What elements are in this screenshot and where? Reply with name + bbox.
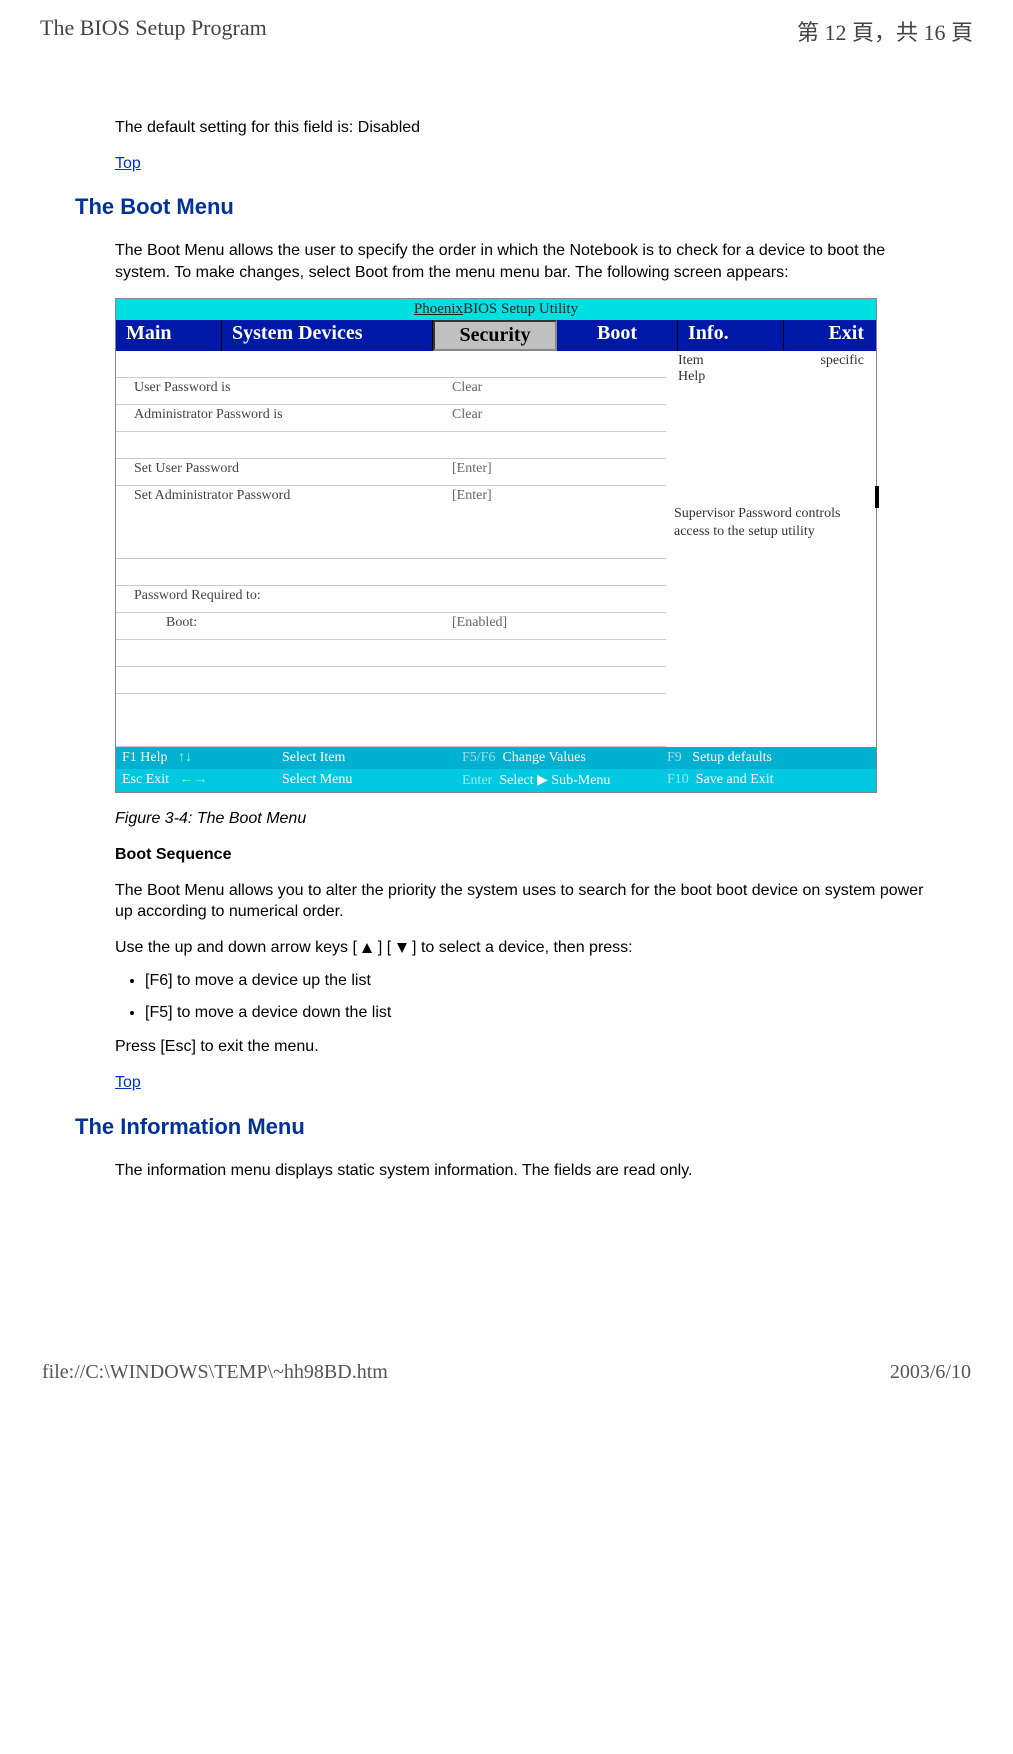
- list-item-f6: [F6] to move a device up the list: [145, 972, 933, 990]
- list-item-f5: [F5] to move a device down the list: [145, 1004, 933, 1022]
- bios-enter: Enter: [462, 773, 492, 788]
- boot-menu-desc: The Boot Menu allows the user to specify…: [115, 240, 933, 283]
- arrow-instruction: Use the up and down arrow keys [ ] [ ] t…: [115, 937, 933, 959]
- info-menu-heading: The Information Menu: [75, 1114, 933, 1140]
- bios-title-phoenix: Phoenix: [414, 301, 463, 317]
- boot-sequence-label: Boot Sequence: [115, 844, 933, 866]
- bios-tab-security: Security: [433, 320, 557, 351]
- bios-val-clear-2: Clear: [446, 405, 666, 432]
- bios-f10: F10: [667, 772, 689, 787]
- arrow-up-icon: [361, 942, 373, 954]
- bios-select-item: Select Item: [282, 750, 462, 766]
- bios-esc-exit: Esc Exit: [122, 772, 169, 787]
- figure-caption: Figure 3-4: The Boot Menu: [115, 808, 933, 830]
- bios-help-item: Item: [678, 353, 705, 369]
- bios-help-supervisor: Supervisor Password controls access to t…: [674, 505, 868, 540]
- esc-instruction: Press [Esc] to exit the menu.: [115, 1036, 933, 1058]
- arrow-instruction-pre: Use the up and down arrow keys [: [115, 939, 361, 956]
- page-footer-left: file://C:\WINDOWS\TEMP\~hh98BD.htm: [42, 1361, 388, 1384]
- bios-help-specific: specific: [820, 353, 864, 385]
- bios-val-enabled: [Enabled]: [446, 613, 666, 640]
- default-setting-text: The default setting for this field is: D…: [115, 117, 933, 139]
- bios-title: PhoenixBIOS Setup Utility: [116, 299, 876, 320]
- bios-row-set-user-pw: Set User Password: [116, 459, 446, 486]
- bios-f1-help: F1 Help: [122, 750, 168, 765]
- bios-change-values: Change Values: [502, 750, 585, 765]
- bios-tab-exit: Exit: [784, 320, 876, 351]
- bios-val-enter-2: [Enter]: [446, 486, 666, 559]
- bios-select-sub: Select ▶ Sub-Menu: [499, 773, 610, 788]
- arrow-instruction-post: ] to select a device, then press:: [412, 939, 633, 956]
- bios-menubar: Main System Devices Security Boot Info. …: [116, 320, 876, 351]
- arrow-down-icon: [396, 942, 408, 954]
- top-link-2[interactable]: Top: [115, 1074, 141, 1091]
- bios-tab-info: Info.: [678, 320, 784, 351]
- bios-help-help: Help: [678, 369, 705, 385]
- arrow-instruction-mid: ] [: [378, 939, 396, 956]
- bios-tab-system-devices: System Devices: [222, 320, 433, 351]
- boot-sequence-desc: The Boot Menu allows you to alter the pr…: [115, 880, 933, 923]
- bios-row-admin-pw: Administrator Password is: [116, 405, 446, 432]
- bios-screenshot: PhoenixBIOS Setup Utility Main System De…: [115, 298, 877, 793]
- bios-tab-boot: Boot: [557, 320, 678, 351]
- bios-title-bios: BIOS: [463, 301, 497, 317]
- bios-tab-main: Main: [116, 320, 222, 351]
- page-footer-right: 2003/6/10: [890, 1361, 971, 1384]
- scroll-indicator: [875, 486, 879, 508]
- bios-select-menu: Select Menu: [282, 772, 462, 789]
- bios-val-enter-1: [Enter]: [446, 459, 666, 486]
- bios-footer-1: F1 Help ↑↓ Select Item F5/F6 Change Valu…: [116, 747, 876, 769]
- bios-f5f6: F5/F6: [462, 750, 495, 765]
- bios-row-set-admin-pw: Set Administrator Password: [116, 486, 446, 559]
- top-link-1[interactable]: Top: [115, 155, 141, 172]
- boot-menu-heading: The Boot Menu: [75, 194, 933, 220]
- bios-row-pw-required: Password Required to:: [116, 586, 446, 613]
- bios-footer-2: Esc Exit ←→ Select Menu Enter Select ▶ S…: [116, 769, 876, 792]
- bios-setup-defaults: Setup defaults: [692, 750, 772, 765]
- bios-f9: F9: [667, 750, 682, 765]
- bios-save-exit: Save and Exit: [696, 772, 774, 787]
- bios-title-suffix: Setup Utility: [497, 301, 578, 317]
- bios-row-user-pw: User Password is: [116, 378, 446, 405]
- bios-val-clear-1: Clear: [446, 378, 666, 405]
- bios-row-boot-label: Boot:: [116, 613, 446, 640]
- page-header-right: 第 12 頁，共 16 頁: [797, 15, 973, 47]
- page-header-left: The BIOS Setup Program: [40, 15, 267, 47]
- info-menu-desc: The information menu displays static sys…: [115, 1160, 933, 1182]
